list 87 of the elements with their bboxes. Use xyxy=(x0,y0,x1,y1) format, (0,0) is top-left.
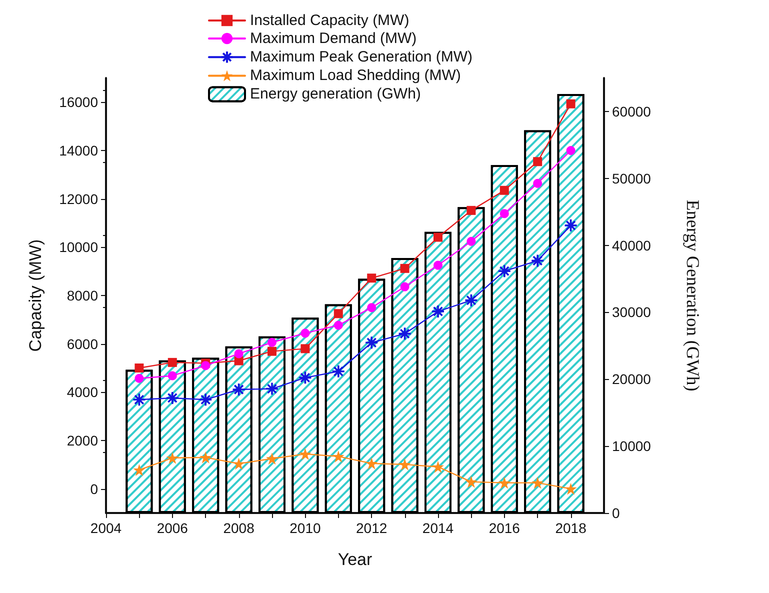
point xyxy=(367,274,376,283)
y-tick-label: 6000 xyxy=(66,336,98,352)
point xyxy=(232,458,245,470)
point xyxy=(530,254,544,268)
point xyxy=(299,448,312,460)
y-tick-label: 4000 xyxy=(66,384,98,400)
y2-tick-label: 40000 xyxy=(612,237,652,254)
x-tick-label: 2016 xyxy=(488,520,520,536)
point xyxy=(431,304,445,318)
point xyxy=(234,349,244,358)
point xyxy=(564,482,577,495)
point xyxy=(134,364,144,372)
point xyxy=(564,218,578,232)
point xyxy=(434,260,442,270)
y2-tick-label: 60000 xyxy=(612,103,652,120)
point xyxy=(168,358,177,367)
point xyxy=(364,336,378,350)
point xyxy=(166,391,180,405)
point xyxy=(366,457,378,470)
y2-axis-title: Energy Generation (GWh) xyxy=(683,200,703,392)
point xyxy=(198,392,212,407)
point xyxy=(367,303,376,312)
point xyxy=(300,328,310,338)
point xyxy=(201,361,210,370)
point xyxy=(400,282,410,292)
x-tick-label: 2004 xyxy=(90,520,122,536)
x-tick-label: 2018 xyxy=(555,520,587,536)
point xyxy=(566,99,576,108)
y2-tick-label: 10000 xyxy=(612,438,652,454)
point xyxy=(332,450,344,462)
point xyxy=(533,157,542,166)
point xyxy=(332,364,346,378)
point xyxy=(532,476,544,489)
point xyxy=(464,293,478,308)
point xyxy=(265,382,279,396)
y-axis-title: Capacity (MW) xyxy=(26,239,45,352)
point xyxy=(398,326,412,341)
y-tick-label: 14000 xyxy=(59,142,98,158)
point xyxy=(298,370,312,385)
point xyxy=(268,338,276,347)
point xyxy=(334,309,343,318)
point xyxy=(166,452,178,464)
point xyxy=(498,264,512,278)
point xyxy=(132,392,146,407)
point xyxy=(133,464,146,476)
y2-tick-label: 30000 xyxy=(612,304,652,320)
point xyxy=(334,320,343,330)
legend-label: Maximum Demand (MW) xyxy=(250,30,417,47)
point xyxy=(466,206,476,215)
x-tick-label: 2008 xyxy=(223,520,255,536)
point xyxy=(300,344,310,354)
y-tick-label: 8000 xyxy=(66,288,98,304)
point xyxy=(268,346,276,356)
point xyxy=(398,458,411,470)
point xyxy=(498,476,510,489)
point xyxy=(432,460,444,473)
x-axis-title: Year xyxy=(338,550,373,569)
point xyxy=(466,236,476,246)
x-tick-label: 2006 xyxy=(156,520,188,536)
y-tick-label: 16000 xyxy=(59,94,98,110)
x-tick-label: 2012 xyxy=(356,520,388,536)
point xyxy=(500,186,509,195)
y-tick-label: 0 xyxy=(90,480,98,497)
point xyxy=(500,209,509,218)
x-tick-label: 2014 xyxy=(422,520,454,536)
legend-label: Installed Capacity (MW) xyxy=(250,12,410,29)
point xyxy=(266,452,278,465)
y-tick-label: 10000 xyxy=(59,239,98,256)
point xyxy=(566,146,576,155)
y-tick-label: 12000 xyxy=(59,190,98,207)
y2-tick-label: 50000 xyxy=(612,170,652,186)
point xyxy=(234,356,244,366)
point xyxy=(465,476,478,488)
y-tick-label: 2000 xyxy=(66,432,98,448)
legend-label: Maximum Load Shedding (MW) xyxy=(250,67,461,84)
point xyxy=(434,232,442,242)
legend-label: Energy generation (GWh) xyxy=(250,86,421,103)
point xyxy=(400,264,410,273)
point xyxy=(134,374,144,383)
point xyxy=(533,178,542,188)
x-tick-label: 2010 xyxy=(290,520,321,536)
y2-tick-label: 20000 xyxy=(612,371,652,388)
legend-label: Maximum Peak Generation (MW) xyxy=(250,48,473,66)
point xyxy=(200,451,212,464)
point xyxy=(168,371,177,380)
point xyxy=(232,382,246,396)
y2-tick-label: 0 xyxy=(612,505,620,521)
